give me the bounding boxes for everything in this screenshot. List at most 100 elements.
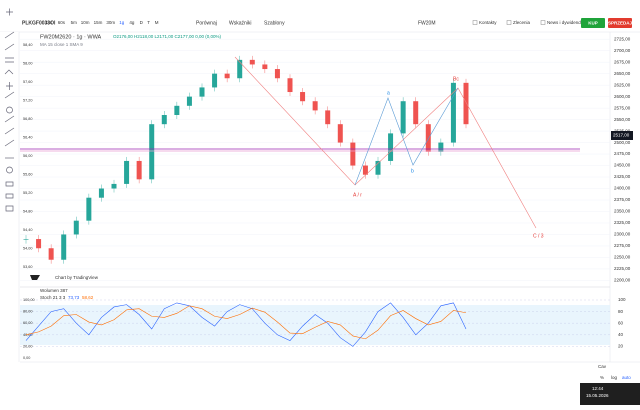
candle — [274, 69, 280, 79]
y-tick-label: 2525,00 — [614, 128, 631, 133]
left-axis-label: 54,80 — [23, 210, 33, 214]
left-axis-label: 57,20 — [23, 99, 33, 103]
tv-logo — [30, 275, 40, 280]
y-tick-label: 2575,00 — [614, 105, 631, 110]
instrument[interactable]: FW20M — [418, 20, 436, 26]
interval[interactable]: 15m — [94, 20, 103, 25]
range[interactable]: Cav — [598, 364, 607, 369]
templates[interactable]: Szablony — [264, 20, 285, 26]
left-axis-label: 55,20 — [23, 191, 33, 195]
wave-lines-inner — [354, 87, 459, 186]
y-tick-label: 60 — [618, 320, 624, 325]
buy-button[interactable] — [581, 18, 605, 28]
ma-legend: MA 15 close 1 SMA 9 — [40, 42, 83, 47]
last-price-box — [611, 131, 633, 140]
y-tick-label: 40 — [618, 332, 624, 337]
y-tick-label: 2600,00 — [614, 94, 631, 99]
candle — [413, 101, 419, 125]
candle — [174, 105, 180, 115]
candle — [161, 115, 167, 125]
candle — [337, 124, 343, 143]
candle — [388, 133, 394, 161]
watermark: Chart by TradingView — [55, 275, 99, 280]
interval[interactable]: M — [155, 20, 159, 25]
left-axis-label: 55,60 — [23, 173, 33, 177]
interval[interactable]: 10m — [81, 20, 90, 25]
stoch-k-value: 73,73 — [68, 295, 80, 300]
y-tick-label: 2425,00 — [614, 174, 631, 179]
candle — [212, 73, 218, 88]
candle — [262, 64, 268, 70]
stoch-band — [20, 305, 610, 345]
toolbar — [0, 0, 640, 32]
scale-button[interactable]: auto — [622, 375, 631, 380]
y-tick-label: 2450,00 — [614, 163, 631, 168]
interval[interactable]: 1g — [119, 20, 125, 25]
scale-button[interactable]: % — [600, 375, 604, 380]
candle — [186, 96, 192, 106]
left-axis-label: 100,00 — [23, 298, 35, 302]
stoch-legend: Stoch 21 3 3 — [40, 295, 66, 300]
stoch-d-value: 58,62 — [82, 295, 94, 300]
y-tick-label: 2725,00 — [614, 36, 631, 41]
stoch-line — [25, 305, 467, 340]
buy-label[interactable]: KUP — [588, 21, 598, 26]
left-axis-label: 54,00 — [23, 247, 33, 251]
y-tick-label: 2700,00 — [614, 48, 631, 53]
y-tick-label: 2400,00 — [614, 186, 631, 191]
interval[interactable]: D — [140, 20, 144, 25]
candle — [111, 183, 117, 189]
tabs: Kontakty Zlecenia News i dywidendy — [472, 20, 584, 25]
left-axis-label: 57,60 — [23, 80, 33, 84]
left-axis-label: 58,00 — [23, 62, 33, 66]
left-axis-label: 53,60 — [23, 265, 33, 269]
wave-label: Bc — [453, 76, 459, 82]
left-axis-label: 80,00 — [23, 310, 33, 314]
y-tick-label: 2550,00 — [614, 117, 631, 122]
candle — [375, 160, 381, 175]
wave-label: b — [411, 168, 414, 174]
symbol[interactable]: PLKGF0033OI — [22, 20, 56, 26]
legend: FW20M2620 · 1g · WWA — [40, 34, 102, 40]
candle — [124, 160, 130, 184]
y-tick-label: 2475,00 — [614, 151, 631, 156]
left-axis-label: 60,00 — [23, 321, 33, 325]
interval[interactable]: 4g — [129, 20, 135, 25]
clock-time: 12:44 — [592, 386, 604, 391]
left-axis-label: 56,00 — [23, 154, 33, 158]
wave-label: C / 3 — [533, 233, 544, 239]
oscillator-pane: 100 80 60 40 20 100,00 80,00 60,00 40,00 20,00 0,0… — [20, 297, 626, 360]
candle — [350, 142, 356, 166]
candle — [300, 92, 306, 102]
interval[interactable]: 5m — [71, 20, 78, 25]
left-axis-label: 56,80 — [23, 117, 33, 121]
candle — [199, 87, 205, 97]
interval[interactable]: 60s — [58, 20, 66, 25]
candle — [400, 101, 406, 134]
indicators[interactable]: Wskaźniki — [229, 20, 252, 26]
scale-button[interactable]: log — [611, 375, 618, 380]
interval[interactable]: 15s — [45, 20, 53, 25]
left-axis-label: 56,40 — [23, 136, 33, 140]
y-tick-label: 2675,00 — [614, 59, 631, 64]
sell-button[interactable] — [608, 18, 632, 28]
interval[interactable]: T — [147, 20, 150, 25]
checkbox[interactable] — [506, 20, 512, 25]
candle — [237, 59, 243, 79]
tab[interactable]: News i dywidendy — [547, 20, 584, 25]
candle — [98, 188, 104, 198]
checkbox[interactable] — [540, 20, 546, 25]
tab[interactable]: Kontakty — [479, 20, 497, 25]
interval[interactable]: 30m — [106, 20, 115, 25]
checkbox[interactable] — [472, 20, 478, 25]
left-axis-label: 58,40 — [23, 43, 33, 47]
left-axis-label: 40,00 — [23, 333, 33, 337]
taskbar — [580, 383, 640, 405]
tab[interactable]: Zlecenia — [513, 20, 531, 25]
y-tick-label: 2300,00 — [614, 232, 631, 237]
intervals: 15s 60s 5m 10m 15m 30m 1g 4g D T M — [45, 20, 159, 25]
compare[interactable]: Porównaj — [196, 20, 217, 26]
candle — [73, 220, 79, 235]
sell-label[interactable]: SPRZEDAJ — [608, 21, 633, 26]
